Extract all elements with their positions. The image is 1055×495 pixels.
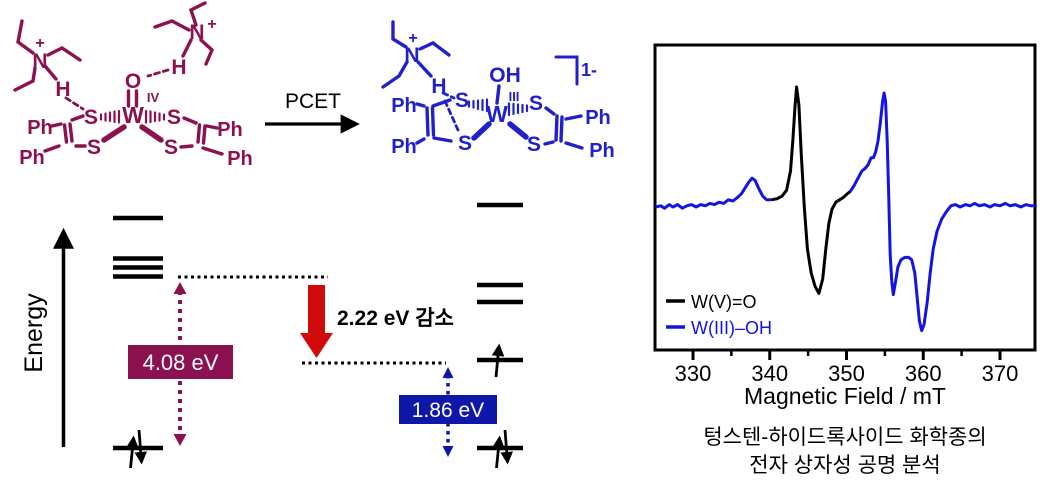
reactant-labels: N + H N + H O W IV S S S S Ph Ph Ph Ph (19, 16, 253, 170)
product-bonds (381, 20, 584, 150)
tick-label: 360 (905, 361, 942, 386)
legend-label-wvo: W(V)=O (691, 292, 757, 312)
product-charge-label: 1- (581, 60, 597, 80)
reactant-s-bl-label: S (87, 136, 101, 159)
reactant-s-br-label: S (164, 136, 178, 159)
energy-axis-label: Energy (20, 293, 48, 373)
reactant-ph-lt-label: Ph (27, 117, 53, 139)
product-s-rb-label: S (527, 133, 541, 156)
decrease-label: 2.22 eV 감소 (337, 307, 454, 330)
caption-line2: 전자 상자성 공명 분석 (749, 454, 940, 477)
product-s-rt-label: S (529, 92, 543, 115)
tick-label: 370 (982, 361, 1019, 386)
decrease-arrow (300, 285, 333, 358)
reactant-w-label: W (122, 102, 144, 128)
epr-plot: 330 340 350 360 370 Magnetic Field / mT W(V)… (653, 43, 1037, 409)
epr-trace-0 (771, 85, 852, 295)
legend-label-wiiioh: W(III)–OH (691, 318, 772, 338)
x-axis-title: Magnetic Field / mT (744, 383, 946, 409)
legend: W(V)=O W(III)–OH (666, 292, 772, 338)
product-oh-label: OH (489, 64, 521, 87)
product-hash-right (507, 102, 529, 117)
gap-left-box: 4.08 eV (128, 345, 233, 379)
caption-line1: 텅스텐-하이드록사이드 화학종의 (703, 426, 986, 449)
product-plus-label: + (408, 30, 417, 47)
reactant-oxstate-label: IV (147, 90, 160, 105)
product-ph-rt-label: Ph (585, 107, 611, 129)
gap-right-box: 1.86 eV (399, 395, 497, 424)
energy-diagram: Energy (20, 202, 523, 469)
reactant-plus2-label: + (207, 16, 216, 33)
product-w-label: W (486, 101, 508, 127)
reactant-h1-label: H (55, 78, 70, 101)
reactant-ph-rb-label: Ph (227, 148, 253, 170)
caption: 텅스텐-하이드록사이드 화학종의 전자 상자성 공명 분석 (703, 426, 986, 477)
reactant-plus1-label: + (35, 35, 44, 52)
tick-label: 350 (828, 361, 865, 386)
product-oxstate-label: III (509, 89, 520, 104)
pcet-label: PCET (285, 90, 341, 113)
gap-arrow-right (442, 367, 454, 457)
reactant-ph-lb-label: Ph (19, 147, 45, 169)
reactant-s-tl-label: S (84, 106, 98, 129)
gap-right-label: 1.86 eV (412, 399, 484, 422)
reactant-structure: N + H N + H O W IV S S S S Ph Ph Ph Ph (13, 1, 253, 170)
pcet-reaction-arrow: PCET (265, 90, 360, 134)
electron-arrows (126, 343, 513, 469)
hash-bond-left (99, 109, 121, 124)
product-hash-left (467, 98, 489, 113)
hash-bond-right (144, 109, 166, 124)
x-axis-ticks: 330 340 350 360 370 (675, 350, 1019, 386)
product-ph-lb-label: Ph (391, 136, 417, 158)
product-h-label: H (431, 75, 446, 98)
product-ph-lt-label: Ph (391, 95, 417, 117)
reactant-n1-label: N (32, 50, 47, 73)
reactant-ph-rt-label: Ph (217, 119, 243, 141)
tick-label: 330 (675, 361, 712, 386)
product-structure: N + H OH III W S S S S Ph Ph Ph Ph 1- (381, 20, 615, 162)
product-n-label: N (404, 44, 419, 67)
product-s-lb-label: S (458, 132, 472, 155)
reactant-o-label: O (125, 70, 141, 93)
reactant-bonds (13, 1, 224, 156)
gap-left-label: 4.08 eV (143, 350, 219, 375)
tick-label: 340 (751, 361, 788, 386)
product-s-lt-label: S (455, 89, 469, 112)
reactant-h2-label: H (171, 56, 186, 79)
product-labels: N + H OH III W S S S S Ph Ph Ph Ph 1- (391, 30, 615, 162)
right-energy-levels (477, 202, 523, 451)
left-energy-levels (113, 215, 163, 451)
epr-trace-1 (655, 91, 1037, 333)
product-ph-rb-label: Ph (589, 140, 615, 162)
reactant-s-tr-label: S (167, 106, 181, 129)
reactant-n2-label: N (189, 21, 204, 44)
